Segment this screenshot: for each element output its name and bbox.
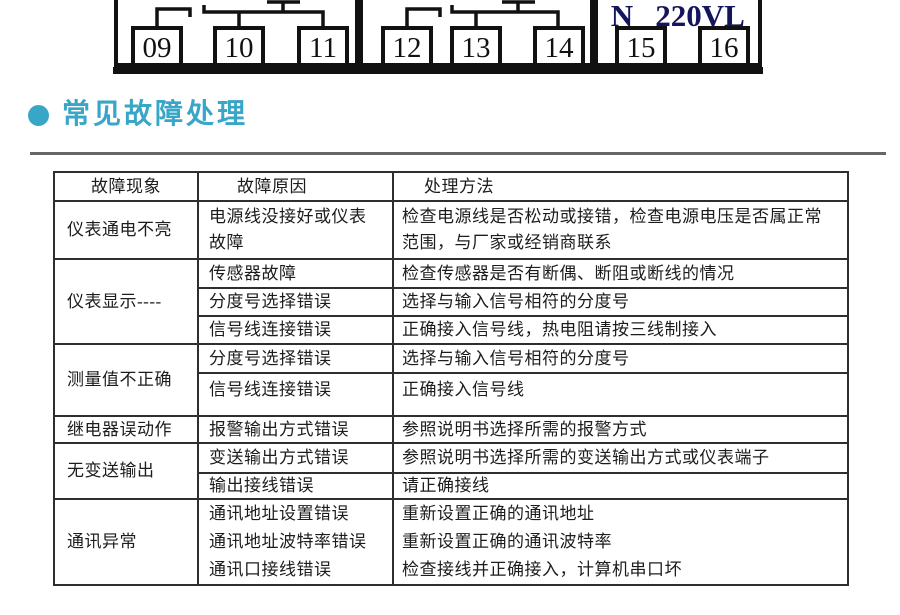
header-cause: 故障原因 [197, 171, 394, 202]
solution-cell: 重新设置正确的通讯地址 重新设置正确的通讯波特率 检查接线并正确接入，计算机串口… [392, 498, 849, 586]
table-row: 信号线连接错误 正确接入信号线，热电阻请按三线制接入 [54, 315, 849, 345]
power-label-n: N [611, 0, 633, 33]
header-phenomenon: 故障现象 [53, 171, 199, 202]
svg-text:16: 16 [710, 32, 739, 64]
header-solution: 处理方法 [392, 171, 849, 202]
section-heading: 常见故障处理 [28, 101, 248, 129]
terminal-diagram: N 220VL 09 10 11 12 13 14 15 16 [113, 0, 763, 74]
relay-contact-symbol-1 [155, 0, 325, 28]
solution-line: 检查接线并正确接入，计算机串口坏 [402, 560, 682, 579]
solution-cell: 参照说明书选择所需的变送输出方式或仪表端子 [392, 442, 849, 474]
terminal-09: 09 [131, 26, 183, 67]
terminal-12: 12 [381, 26, 433, 67]
cause-cell: 通讯地址设置错误 通讯地址波特率错误 通讯口接线错误 [197, 498, 394, 586]
cause-cell: 电源线没接好或仪表 故障 [197, 200, 394, 260]
cause-line: 通讯地址波特率错误 [209, 532, 367, 551]
svg-text:12: 12 [393, 32, 422, 64]
terminal-16: 16 [698, 26, 750, 67]
solution-cell: 正确接入信号线 [392, 372, 849, 417]
phenomenon-cell: 通讯异常 [53, 498, 199, 586]
table-row: 输出接线错误 请正确接线 [54, 472, 849, 500]
svg-text:11: 11 [309, 32, 337, 64]
table-row: 无变送输出 变送输出方式错误 参照说明书选择所需的变送输出方式或仪表端子 [53, 442, 849, 500]
relay-contact-symbol-2 [405, 0, 560, 28]
phenomenon-cell: 仪表显示---- [53, 258, 199, 345]
cause-cell: 分度号选择错误 [197, 343, 394, 374]
cause-cell: 输出接线错误 [197, 472, 394, 500]
table-row: 仪表显示---- 传感器故障 检查传感器是否有断偶、断阻或断线的情况 [53, 258, 849, 345]
phenomenon-cell: 仪表通电不亮 [53, 200, 199, 260]
cause-cell: 信号线连接错误 [197, 372, 394, 417]
power-group-box [594, 0, 762, 67]
svg-text:14: 14 [545, 32, 575, 64]
solution-line: 范围，与厂家或经销商联系 [402, 233, 612, 252]
terminal-10: 10 [213, 26, 265, 67]
cause-line: 通讯口接线错误 [209, 560, 332, 579]
solution-cell: 选择与输入信号相符的分度号 [392, 343, 849, 374]
table-row: 继电器误动作 报警输出方式错误 参照说明书选择所需的报警方式 [53, 415, 849, 444]
phenomenon-cell: 无变送输出 [53, 442, 199, 500]
solution-cell: 检查传感器是否有断偶、断阻或断线的情况 [392, 258, 849, 289]
cause-cell: 变送输出方式错误 [197, 442, 394, 474]
cause-cell: 报警输出方式错误 [197, 415, 394, 444]
solution-cell: 正确接入信号线，热电阻请按三线制接入 [392, 315, 849, 345]
table-row: 分度号选择错误 选择与输入信号相符的分度号 [54, 287, 849, 317]
cause-cell: 分度号选择错误 [197, 287, 394, 317]
fault-table: 故障现象 故障原因 处理方法 仪表通电不亮 电源线没接好或仪表 故障 检查电源线… [53, 171, 849, 586]
solution-line: 检查电源线是否松动或接错，检查电源电压是否属正常 [402, 207, 822, 226]
cause-cell: 传感器故障 [197, 258, 394, 289]
terminal-14: 14 [533, 26, 585, 67]
table-row: 测量值不正确 分度号选择错误 选择与输入信号相符的分度号 [53, 343, 849, 417]
svg-text:09: 09 [143, 32, 172, 64]
cause-line: 电源线没接好或仪表 [209, 207, 367, 226]
section-title: 常见故障处理 [62, 99, 249, 130]
svg-text:13: 13 [462, 32, 491, 64]
table-row: 仪表通电不亮 电源线没接好或仪表 故障 检查电源线是否松动或接错，检查电源电压是… [53, 200, 849, 260]
phenomenon-cell: 测量值不正确 [53, 343, 199, 417]
cause-cell: 信号线连接错误 [197, 315, 394, 345]
table-row: 信号线连接错误 正确接入信号线 [54, 372, 849, 417]
solution-cell: 检查电源线是否松动或接错，检查电源电压是否属正常 范围，与厂家或经销商联系 [392, 200, 849, 260]
heading-divider [30, 152, 886, 155]
solution-cell: 请正确接线 [392, 472, 849, 500]
cause-line: 通讯地址设置错误 [209, 504, 349, 523]
enclosure-bottom-bar [113, 67, 763, 74]
terminal-15: 15 [615, 26, 667, 67]
solution-line: 重新设置正确的通讯波特率 [402, 532, 612, 551]
svg-text:10: 10 [225, 32, 254, 64]
cause-line: 故障 [209, 233, 244, 252]
phenomenon-cell: 继电器误动作 [53, 415, 199, 444]
solution-line: 重新设置正确的通讯地址 [402, 504, 595, 523]
solution-cell: 参照说明书选择所需的报警方式 [392, 415, 849, 444]
table-header-row: 故障现象 故障原因 处理方法 [53, 171, 849, 202]
bullet-circle-icon [28, 104, 49, 126]
svg-text:15: 15 [627, 32, 656, 64]
terminal-11: 11 [297, 26, 349, 67]
solution-cell: 选择与输入信号相符的分度号 [392, 287, 849, 317]
table-row: 通讯异常 通讯地址设置错误 通讯地址波特率错误 通讯口接线错误 重新设置正确的通… [53, 498, 849, 586]
terminal-13: 13 [450, 26, 502, 67]
